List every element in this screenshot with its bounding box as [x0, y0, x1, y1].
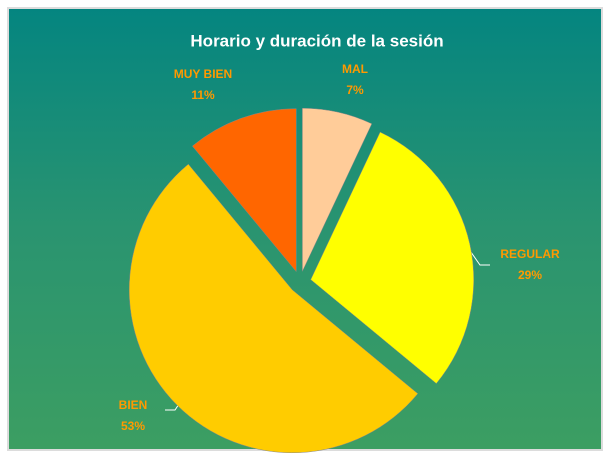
slice-label: REGULAR — [500, 247, 560, 261]
slice-value-label: 53% — [121, 419, 145, 433]
pie-slice — [302, 108, 373, 272]
slice-label: BIEN — [119, 398, 148, 412]
slice-label: MUY BIEN — [174, 67, 232, 81]
slice-label: MAL — [342, 62, 368, 76]
slice-value-label: 29% — [518, 268, 542, 282]
slice-value-label: 7% — [346, 83, 364, 97]
pie-slice — [192, 108, 297, 273]
chart-title: Horario y duración de la sesión — [190, 31, 443, 50]
slice-value-label: 11% — [191, 88, 215, 102]
pie-slice — [128, 163, 419, 454]
pie-slice — [310, 131, 474, 384]
